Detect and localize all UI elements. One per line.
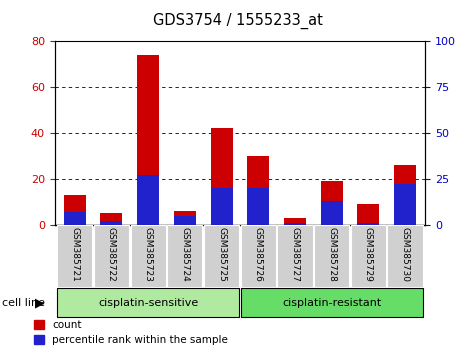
Text: GSM385730: GSM385730 [400, 227, 409, 282]
Bar [357, 223, 379, 225]
Bar [314, 225, 349, 287]
Bar [277, 225, 313, 287]
Bar [57, 225, 93, 287]
Bar [210, 188, 233, 225]
Text: GSM385722: GSM385722 [107, 227, 116, 281]
Text: GSM385727: GSM385727 [290, 227, 299, 281]
Legend: count, percentile rank within the sample: count, percentile rank within the sample [34, 320, 228, 345]
Bar [321, 201, 342, 225]
Text: cisplatin-resistant: cisplatin-resistant [282, 298, 381, 308]
Bar [247, 156, 269, 225]
Text: ▶: ▶ [35, 296, 44, 309]
Text: GSM385726: GSM385726 [254, 227, 263, 281]
Text: GSM385721: GSM385721 [70, 227, 79, 281]
Text: cisplatin-sensitive: cisplatin-sensitive [98, 298, 198, 308]
Bar [284, 223, 306, 225]
Bar [351, 225, 386, 287]
Bar [137, 55, 159, 225]
Bar [241, 288, 423, 317]
Text: GSM385728: GSM385728 [327, 227, 336, 281]
Bar [57, 288, 239, 317]
Bar [241, 225, 276, 287]
Bar [284, 218, 306, 225]
Bar [387, 225, 423, 287]
Bar [137, 175, 159, 225]
Bar [394, 184, 416, 225]
Bar [357, 204, 379, 225]
Bar [131, 225, 166, 287]
Text: GDS3754 / 1555233_at: GDS3754 / 1555233_at [152, 12, 323, 29]
Text: GSM385725: GSM385725 [217, 227, 226, 281]
Bar [94, 225, 129, 287]
Text: GSM385724: GSM385724 [180, 227, 190, 281]
Bar [174, 211, 196, 225]
Bar [64, 212, 86, 225]
Bar [64, 195, 86, 225]
Bar [247, 188, 269, 225]
Bar [167, 225, 202, 287]
Bar [394, 165, 416, 225]
Bar [321, 181, 342, 225]
Bar [174, 216, 196, 225]
Text: GSM385729: GSM385729 [364, 227, 373, 281]
Text: cell line: cell line [2, 298, 46, 308]
Bar [210, 128, 233, 225]
Bar [101, 221, 123, 225]
Bar [204, 225, 239, 287]
Bar [101, 213, 123, 225]
Text: GSM385723: GSM385723 [143, 227, 152, 281]
